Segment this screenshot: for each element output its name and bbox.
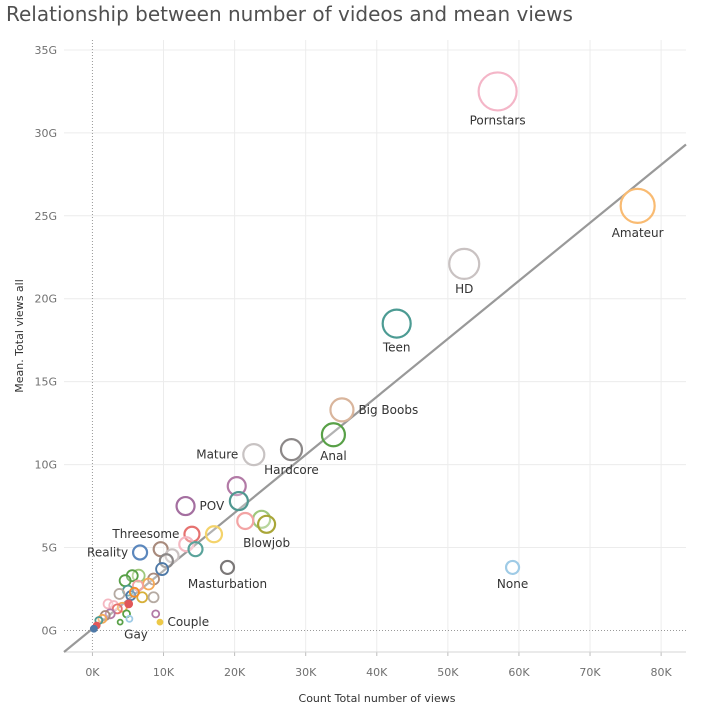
point-label-pornstars: Pornstars <box>470 113 526 127</box>
axes: 0G 5G 10G 15G 20G 25G 30G 35G 0K 10K 20K 30K 40K 50K 6… <box>34 40 686 679</box>
data-point <box>136 591 149 604</box>
point-label-mature: Mature <box>196 448 238 462</box>
point-label-pov: POV <box>200 499 225 513</box>
data-point-big-boobs <box>329 397 355 423</box>
data-point-hardcore <box>279 438 304 462</box>
data-point-pornstars <box>477 71 518 112</box>
x-tick-label: 0K <box>85 666 100 679</box>
data-point <box>128 586 140 598</box>
data-point-gay <box>116 618 124 626</box>
data-points <box>89 71 656 633</box>
point-label-couple: Couple <box>167 615 209 629</box>
y-tick-label: 30G <box>34 127 57 140</box>
point-label-teen: Teen <box>382 341 411 355</box>
x-tick-label: 80K <box>651 666 673 679</box>
y-tick-label: 5G <box>41 542 57 555</box>
point-label-masturbation: Masturbation <box>188 577 267 591</box>
data-point <box>147 591 160 604</box>
data-point-teen <box>381 308 412 339</box>
point-label-hardcore: Hardcore <box>264 463 319 477</box>
data-point <box>89 624 98 633</box>
point-label-reality: Reality <box>87 545 128 559</box>
data-point <box>111 603 123 615</box>
gridlines <box>64 40 686 652</box>
x-tick-label: 40K <box>366 666 388 679</box>
x-tick-label: 30K <box>295 666 317 679</box>
data-point-hd <box>448 247 481 281</box>
data-point-none <box>504 559 521 576</box>
data-point-blowjob <box>256 514 277 534</box>
data-point <box>113 588 126 600</box>
point-label-none: None <box>497 577 528 591</box>
point-label-gay: Gay <box>124 628 148 642</box>
data-point-amateur <box>619 187 656 224</box>
data-point-mature <box>242 443 266 467</box>
point-label-threesome: Threesome <box>111 527 179 541</box>
x-tick-label: 70K <box>579 666 601 679</box>
y-axis-title: Mean. Total views all <box>13 279 26 393</box>
x-axis-title: Count Total number of views <box>299 692 456 705</box>
point-label-amateur: Amateur <box>612 226 664 240</box>
point-label-anal: Anal <box>320 449 347 463</box>
y-tick-label: 25G <box>34 210 57 223</box>
y-tick-label: 10G <box>34 459 57 472</box>
data-point <box>118 574 132 588</box>
x-tick-label: 20K <box>224 666 246 679</box>
y-tick-label: 15G <box>34 376 57 389</box>
y-tick-label: 20G <box>34 293 57 306</box>
data-point-reality <box>131 544 149 561</box>
data-point-couple <box>156 618 164 626</box>
y-tick-label: 35G <box>34 44 57 57</box>
data-point-pov <box>175 495 196 517</box>
data-point <box>125 614 134 623</box>
data-point <box>124 599 134 609</box>
data-point-anal <box>320 422 347 448</box>
data-point <box>204 525 224 544</box>
y-tick-label: 0G <box>41 624 57 637</box>
data-point <box>155 562 169 576</box>
point-label-big-boobs: Big Boobs <box>358 403 418 417</box>
data-point <box>151 609 161 619</box>
point-labels: Pornstars Amateur HD Teen Big Boobs AnalHardc… <box>87 113 664 641</box>
data-point-masturbation <box>219 559 236 576</box>
data-point <box>236 511 255 531</box>
point-label-hd: HD <box>455 282 473 296</box>
data-point <box>142 577 155 591</box>
data-point <box>226 476 247 497</box>
x-tick-label: 50K <box>437 666 459 679</box>
chart-title: Relationship between number of videos an… <box>6 2 573 26</box>
x-tick-label: 60K <box>508 666 530 679</box>
data-point <box>228 490 249 512</box>
data-point <box>187 541 204 558</box>
point-label-blowjob: Blowjob <box>243 536 290 550</box>
x-tick-label: 10K <box>153 666 175 679</box>
